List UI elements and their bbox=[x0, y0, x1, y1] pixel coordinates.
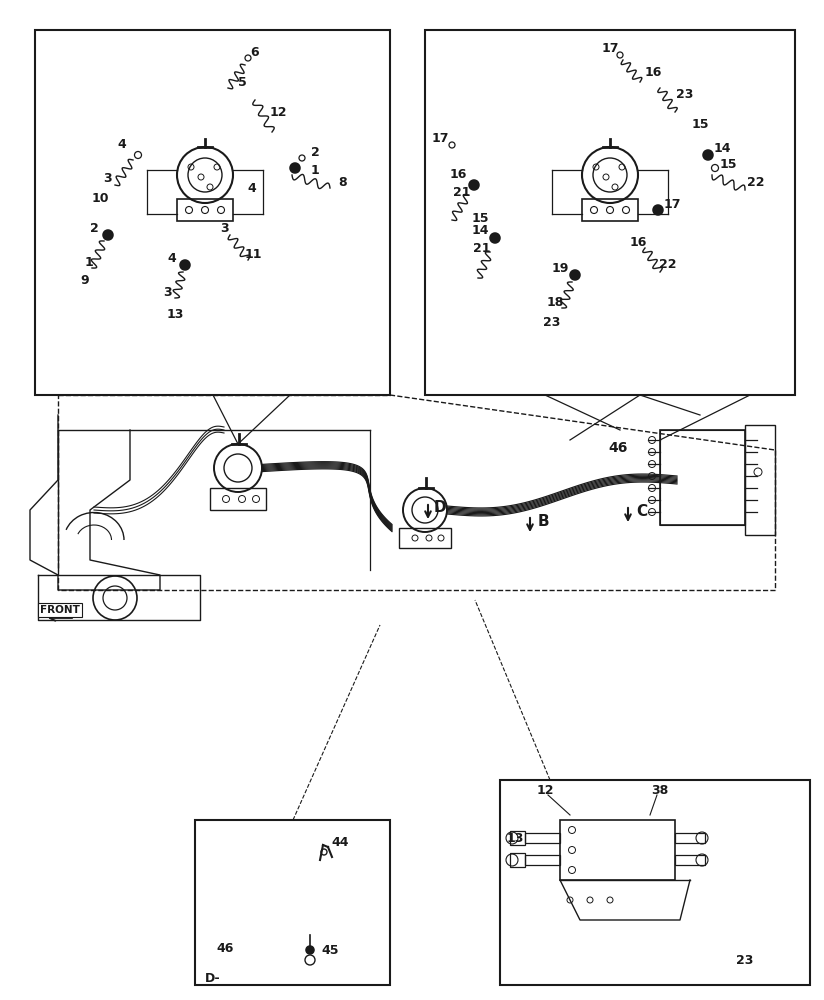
Text: 13: 13 bbox=[506, 832, 524, 844]
Text: 3: 3 bbox=[104, 172, 112, 184]
Text: 23: 23 bbox=[543, 316, 560, 328]
Text: 21: 21 bbox=[453, 186, 471, 198]
Circle shape bbox=[653, 205, 663, 215]
Bar bbox=[675, 833, 705, 843]
Text: 15: 15 bbox=[691, 118, 709, 131]
Bar bbox=[582, 199, 638, 221]
Text: 3: 3 bbox=[164, 286, 172, 300]
Text: 13: 13 bbox=[166, 308, 184, 322]
Text: D: D bbox=[433, 500, 447, 516]
Circle shape bbox=[469, 180, 479, 190]
Circle shape bbox=[490, 233, 500, 243]
Circle shape bbox=[180, 260, 190, 270]
Text: 8: 8 bbox=[339, 176, 347, 190]
Text: 6: 6 bbox=[250, 45, 260, 58]
Bar bbox=[500, 780, 810, 985]
Text: 2: 2 bbox=[311, 146, 320, 159]
Text: 1: 1 bbox=[311, 163, 320, 176]
Text: 17: 17 bbox=[663, 198, 681, 212]
Text: 3: 3 bbox=[221, 222, 229, 234]
Bar bbox=[510, 831, 525, 845]
Text: 12: 12 bbox=[536, 784, 554, 796]
Text: FRONT: FRONT bbox=[40, 605, 80, 615]
Text: 17: 17 bbox=[602, 41, 619, 54]
Bar bbox=[525, 833, 560, 843]
Circle shape bbox=[306, 946, 314, 954]
Text: 14: 14 bbox=[714, 141, 731, 154]
Text: C: C bbox=[636, 504, 648, 520]
Text: 14: 14 bbox=[471, 224, 489, 236]
Bar bbox=[510, 853, 525, 867]
Text: 22: 22 bbox=[747, 176, 765, 190]
Bar bbox=[675, 855, 705, 865]
Text: 5: 5 bbox=[237, 76, 246, 89]
Text: 2: 2 bbox=[90, 222, 98, 234]
Text: 16: 16 bbox=[630, 236, 647, 249]
Text: 21: 21 bbox=[473, 241, 491, 254]
Text: 10: 10 bbox=[91, 192, 109, 205]
Text: 9: 9 bbox=[81, 273, 89, 286]
Text: 11: 11 bbox=[244, 248, 262, 261]
Text: 17: 17 bbox=[431, 131, 449, 144]
Circle shape bbox=[703, 150, 713, 160]
Text: D-: D- bbox=[205, 972, 221, 984]
Text: 18: 18 bbox=[546, 296, 564, 308]
Text: 23: 23 bbox=[677, 89, 694, 102]
Text: 12: 12 bbox=[269, 105, 287, 118]
Text: 44: 44 bbox=[331, 836, 349, 850]
Text: 16: 16 bbox=[644, 66, 662, 79]
Text: 4: 4 bbox=[248, 182, 256, 194]
Text: 38: 38 bbox=[652, 784, 668, 796]
Bar bbox=[425, 30, 795, 395]
Text: 15: 15 bbox=[471, 212, 489, 225]
Text: 1: 1 bbox=[85, 256, 93, 269]
Text: 45: 45 bbox=[321, 944, 339, 956]
Bar bbox=[560, 820, 675, 880]
Text: 4: 4 bbox=[167, 251, 176, 264]
Bar bbox=[195, 820, 390, 985]
Text: 23: 23 bbox=[737, 954, 754, 966]
Circle shape bbox=[103, 230, 113, 240]
Bar bbox=[745, 425, 775, 535]
Bar bbox=[525, 855, 560, 865]
Text: 15: 15 bbox=[719, 158, 737, 172]
Text: B: B bbox=[537, 514, 549, 528]
Bar bbox=[177, 199, 233, 221]
Circle shape bbox=[570, 270, 580, 280]
Bar bbox=[660, 430, 745, 525]
Text: 4: 4 bbox=[118, 138, 126, 151]
Bar bbox=[35, 30, 390, 395]
Text: 46: 46 bbox=[217, 942, 234, 954]
Text: 19: 19 bbox=[551, 261, 569, 274]
Bar bbox=[210, 488, 266, 510]
Bar bbox=[660, 430, 745, 525]
Text: 46: 46 bbox=[608, 441, 628, 455]
Text: 16: 16 bbox=[449, 168, 466, 182]
Circle shape bbox=[290, 163, 300, 173]
Text: 22: 22 bbox=[659, 258, 677, 271]
Bar bbox=[399, 528, 451, 548]
